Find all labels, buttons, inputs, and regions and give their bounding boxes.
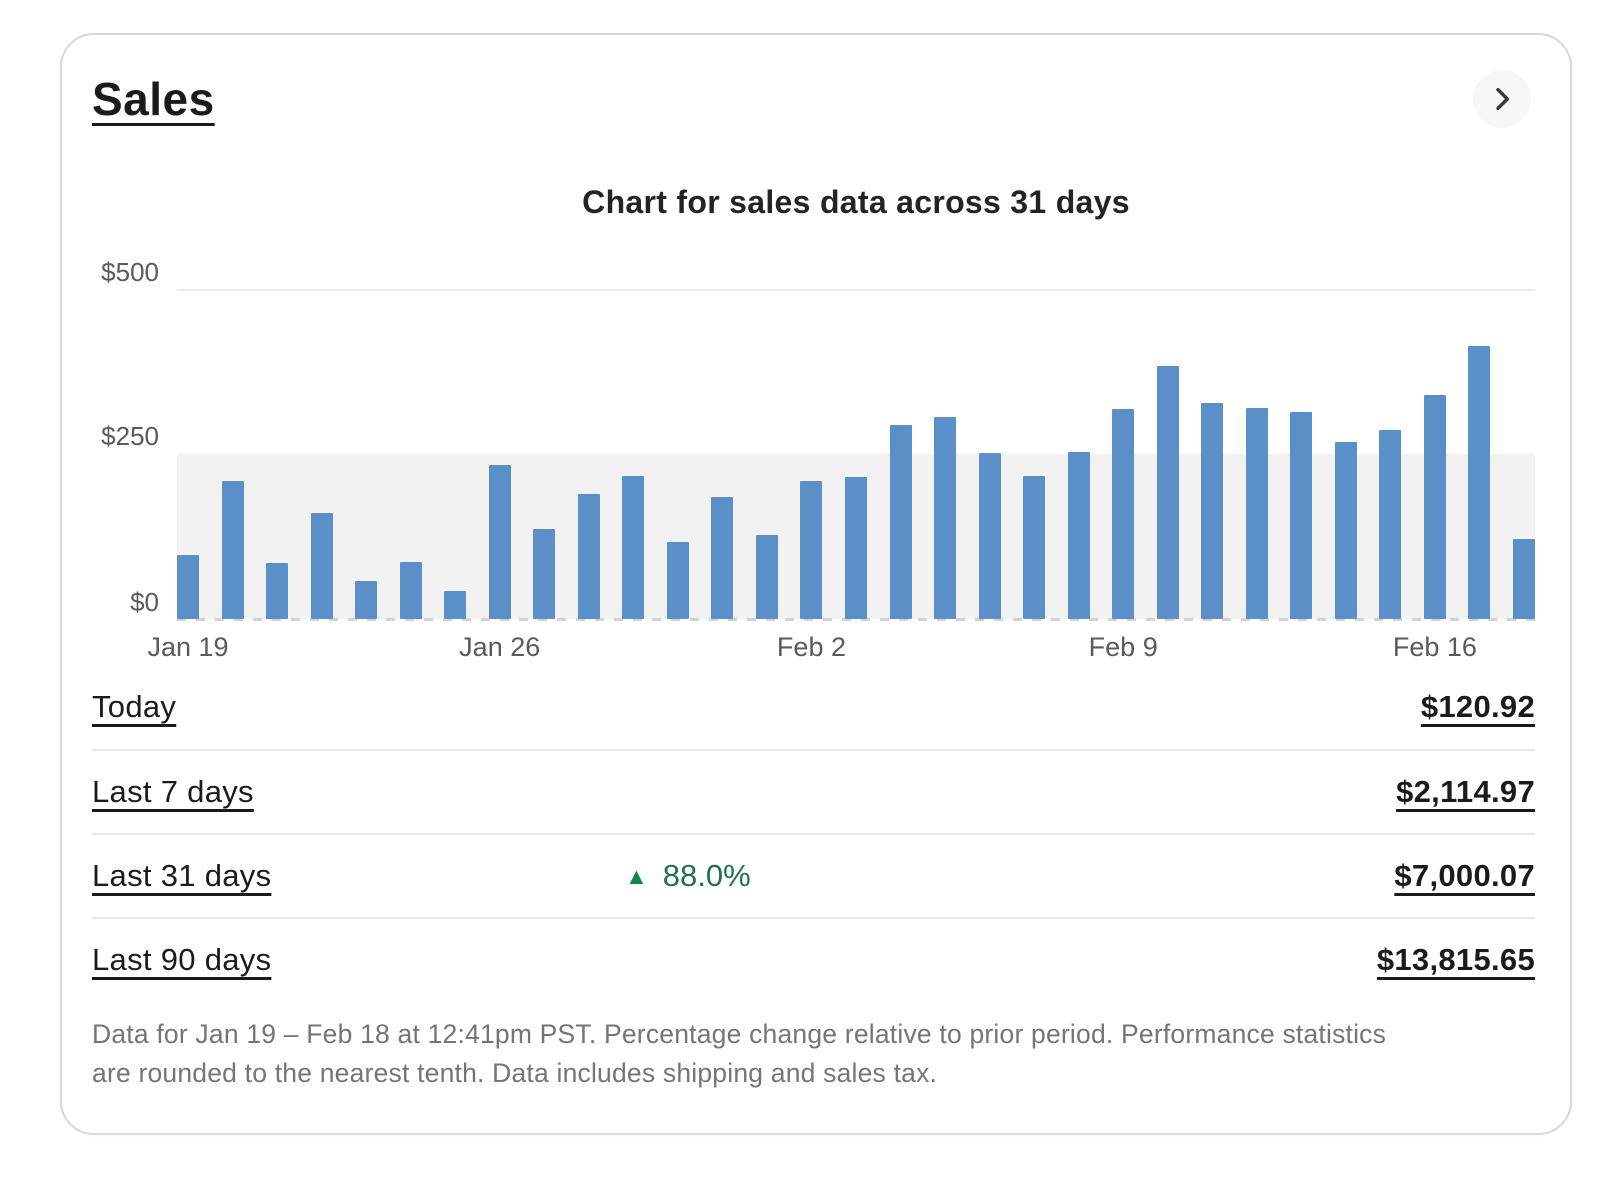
y-axis-label-500: $500: [101, 257, 159, 287]
footer-note: Data for Jan 19 – Feb 18 at 12:41pm PST.…: [92, 1019, 1387, 1088]
bar-day-9[interactable]: [533, 529, 556, 619]
bar-day-8[interactable]: [488, 465, 511, 619]
card-expand-button[interactable]: [1473, 70, 1531, 128]
chevron-right-icon: [1496, 87, 1510, 111]
x-axis-label-feb-16: Feb 16: [1392, 632, 1477, 662]
stat-change-value: 88.0%: [662, 858, 751, 893]
y-axis: $500 $250 $0: [92, 257, 177, 619]
bar-day-19[interactable]: [978, 453, 1001, 619]
stats-table: Today $120.92 Last 7 days $2,114.97 Last 31 …: [92, 665, 1535, 1001]
bar-day-11[interactable]: [622, 475, 645, 619]
x-axis-label-jan-19: Jan 19: [147, 632, 229, 662]
bar-day-12[interactable]: [666, 542, 689, 619]
stat-value-last-90-days[interactable]: $13,815.65: [1376, 942, 1535, 977]
bar-day-27[interactable]: [1334, 442, 1357, 619]
bar-day-7[interactable]: [444, 591, 467, 619]
bar-day-30[interactable]: [1468, 346, 1491, 619]
bar-day-28[interactable]: [1379, 430, 1402, 619]
y-axis-label-250: $250: [101, 421, 159, 451]
bar-day-2[interactable]: [221, 481, 244, 619]
bar-day-15[interactable]: [800, 481, 823, 619]
x-axis-baseline: [177, 618, 1535, 621]
bar-day-1[interactable]: [177, 554, 199, 619]
x-axis-label-feb-2: Feb 2: [776, 632, 846, 662]
bar-day-4[interactable]: [310, 512, 333, 619]
stat-row-today: Today $120.92: [92, 665, 1535, 749]
chart-title: Chart for sales data across 31 days: [582, 184, 1130, 220]
bar-chart: $500 $250 $0 Jan 19 Jan 26 Feb 2 Feb 9 Feb 1…: [92, 257, 1535, 662]
bar-day-24[interactable]: [1201, 402, 1224, 619]
x-axis-label-feb-9: Feb 9: [1088, 632, 1158, 662]
bar-day-20[interactable]: [1023, 475, 1046, 619]
bar-day-16[interactable]: [845, 477, 867, 619]
bar-day-13[interactable]: [711, 496, 734, 619]
bar-day-29[interactable]: [1423, 395, 1446, 619]
stat-value-last-31-days[interactable]: $7,000.07: [1394, 858, 1535, 893]
bar-day-25[interactable]: [1245, 408, 1268, 619]
bar-day-17[interactable]: [889, 424, 912, 619]
bar-day-22[interactable]: [1112, 409, 1135, 619]
stat-row-last-90-days: Last 90 days $13,815.65: [92, 917, 1535, 1001]
sales-title-link[interactable]: Sales: [92, 73, 215, 125]
stat-label-last-31-days[interactable]: Last 31 days: [92, 858, 272, 893]
bar-day-3[interactable]: [266, 562, 289, 619]
bar-day-6[interactable]: [399, 561, 422, 619]
stat-change-last-31-days: ▲ 88.0%: [625, 858, 751, 894]
arrow-up-icon: ▲: [625, 862, 648, 889]
chart-plot-area: Jan 19 Jan 26 Feb 2 Feb 9 Feb 16: [147, 289, 1535, 662]
bar-day-18[interactable]: [934, 417, 957, 619]
y-axis-label-0: $0: [130, 587, 159, 617]
stat-row-last-31-days: Last 31 days ▲ 88.0% $7,000.07: [92, 833, 1535, 917]
card-header: Sales: [92, 67, 1535, 131]
stat-label-last-90-days[interactable]: Last 90 days: [92, 942, 272, 977]
bar-day-23[interactable]: [1156, 365, 1179, 619]
stat-row-last-7-days: Last 7 days $2,114.97: [92, 749, 1535, 833]
bar-day-26[interactable]: [1290, 411, 1313, 619]
bar-day-10[interactable]: [577, 494, 600, 619]
gridline-500: [177, 289, 1535, 291]
x-axis-labels: Jan 19 Jan 26 Feb 2 Feb 9 Feb 16: [147, 619, 1535, 667]
stat-value-today[interactable]: $120.92: [1420, 689, 1535, 724]
stat-label-last-7-days[interactable]: Last 7 days: [92, 774, 254, 809]
sales-card: Sales Chart for sales data across 31 day…: [60, 33, 1572, 1135]
bar-day-5[interactable]: [355, 581, 378, 619]
bar-day-31[interactable]: [1513, 539, 1535, 619]
stat-label-today[interactable]: Today: [92, 689, 177, 724]
stat-value-last-7-days[interactable]: $2,114.97: [1396, 774, 1535, 809]
bar-day-21[interactable]: [1067, 452, 1090, 619]
x-axis-label-jan-26: Jan 26: [459, 632, 541, 662]
bar-day-14[interactable]: [755, 534, 778, 619]
